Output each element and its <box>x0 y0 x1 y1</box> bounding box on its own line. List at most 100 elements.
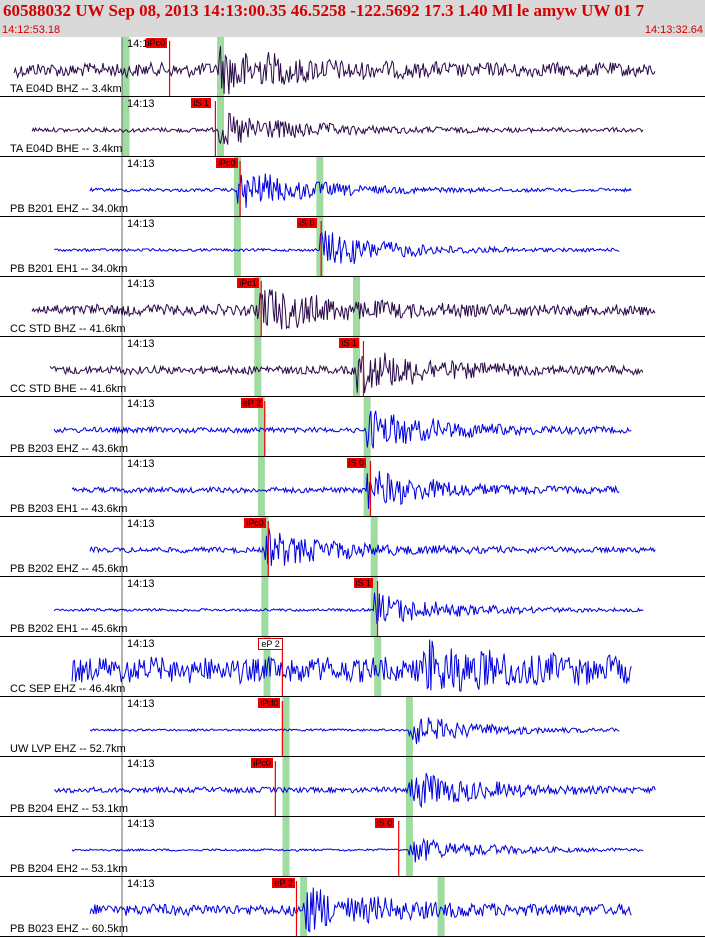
waveform-trace-0 <box>13 45 656 95</box>
waveform-trace-13 <box>71 837 644 863</box>
pick-label[interactable]: iPc0 <box>145 38 168 48</box>
panel-3[interactable] <box>0 217 705 277</box>
channel-label: CC STD BHZ -- 41.6km <box>10 323 126 335</box>
waveform-trace-9 <box>53 592 644 625</box>
event-title: 60588032 UW Sep 08, 2013 14:13:00.35 46.… <box>3 1 645 20</box>
waveform-trace-7 <box>71 471 620 509</box>
channel-label: CC STD BHE -- 41.6km <box>10 383 127 395</box>
panel-time-label: 14:13 <box>127 698 155 710</box>
waveform-trace-1 <box>31 112 644 145</box>
phase-window-6-1 <box>363 397 371 457</box>
channel-label: CC SEP EHZ -- 46.4km <box>10 683 126 695</box>
phase-window-0-0 <box>122 37 130 97</box>
panel-time-label: 14:13 <box>127 578 155 590</box>
channel-label: PB B202 EHZ -- 45.6km <box>10 563 128 575</box>
phase-window-6-0 <box>257 397 265 457</box>
panel-0[interactable] <box>0 37 705 97</box>
pick-label[interactable]: iPc1 <box>237 278 259 288</box>
pick-label[interactable]: iS 1 <box>339 338 359 348</box>
channel-label: PB B202 EH1 -- 45.6km <box>10 623 128 635</box>
panel-time-label: 14:13 <box>127 878 155 890</box>
pick-label[interactable]: iS 0 <box>374 818 395 828</box>
panel-11[interactable] <box>0 697 705 757</box>
channel-label: PB B204 EH2 -- 53.1km <box>10 863 128 875</box>
seismogram-panels[interactable]: 14:13 TA E04D BHZ -- 3.4km iPc0 14:13 TA E04… <box>0 37 705 938</box>
waveform-trace-8 <box>89 528 656 567</box>
panel-time-label: 14:13 <box>127 518 155 530</box>
panel-6[interactable] <box>0 397 705 457</box>
panel-14[interactable] <box>0 877 705 937</box>
waveform-trace-11 <box>89 717 620 745</box>
panel-10[interactable] <box>0 637 705 697</box>
channel-label: PB B201 EHZ -- 34.0km <box>10 203 128 215</box>
channel-label: UW LVP EHZ -- 52.7km <box>10 743 126 755</box>
panel-time-label: 14:13 <box>127 98 155 110</box>
panel-4[interactable] <box>0 277 705 337</box>
pick-label[interactable]: iPc0 <box>216 158 238 168</box>
event-header: 60588032 UW Sep 08, 2013 14:13:00.35 46.… <box>0 0 705 37</box>
phase-window-1-1 <box>217 97 224 157</box>
phase-window-4-0 <box>254 277 262 337</box>
panel-time-label: 14:13 <box>127 338 155 350</box>
panel-7[interactable] <box>0 457 705 517</box>
panel-12[interactable] <box>0 757 705 817</box>
phase-window-3-0 <box>233 217 241 277</box>
phase-window-9-0 <box>261 577 269 637</box>
channel-label: TA E04D BHE -- 3.4km <box>10 143 123 155</box>
phase-window-13-0 <box>282 817 290 877</box>
pick-label[interactable]: iPc0 <box>244 518 266 528</box>
phase-window-0-1 <box>217 37 224 97</box>
pick-label[interactable]: iS 1 <box>353 578 374 588</box>
panel-time-label: 14:13 <box>127 158 155 170</box>
pick-label[interactable]: iPd0 <box>258 698 281 708</box>
waveform-trace-3 <box>53 230 620 264</box>
seismogram-canvas[interactable] <box>0 37 705 938</box>
channel-label: PB B201 EH1 -- 34.0km <box>10 263 128 275</box>
channel-label: PB B204 EHZ -- 53.1km <box>10 803 128 815</box>
panel-13[interactable] <box>0 817 705 877</box>
panel-time-label: 14:13 <box>127 638 155 650</box>
phase-window-1-0 <box>122 97 130 157</box>
waveform-trace-6 <box>53 410 632 449</box>
phase-window-12-0 <box>282 757 290 817</box>
panel-time-label: 14:13 <box>127 398 155 410</box>
pick-label[interactable]: eP 2 <box>258 638 283 650</box>
panel-time-label: 14:13 <box>127 758 155 770</box>
waveform-trace-10 <box>71 639 632 692</box>
waveform-trace-2 <box>89 173 632 208</box>
phase-window-14-0 <box>300 877 308 937</box>
waveform-trace-5 <box>49 352 644 394</box>
panel-1[interactable] <box>0 97 705 157</box>
channel-label: PB B023 EHZ -- 60.5km <box>10 923 128 935</box>
panel-8[interactable] <box>0 517 705 577</box>
panel-2[interactable] <box>0 157 705 217</box>
channel-label: PB B203 EHZ -- 43.6km <box>10 443 128 455</box>
pick-label[interactable]: iPc0 <box>251 758 273 768</box>
waveform-trace-4 <box>31 289 656 330</box>
panel-5[interactable] <box>0 337 705 397</box>
phase-window-8-0 <box>261 517 269 577</box>
phase-window-11-0 <box>282 697 290 757</box>
panel-time-label: 14:13 <box>127 218 155 230</box>
pick-label[interactable]: iS 0 <box>346 458 367 468</box>
window-end-time: 14:13:32.64 <box>644 24 703 36</box>
pick-label[interactable]: iS 0 <box>297 218 317 228</box>
panel-9[interactable] <box>0 577 705 637</box>
phase-window-5-0 <box>254 337 262 397</box>
panel-time-label: 14:13 <box>127 458 155 470</box>
phase-window-9-1 <box>370 577 378 637</box>
panel-time-label: 14:13 <box>127 278 155 290</box>
phase-window-7-1 <box>363 457 371 517</box>
phase-window-11-1 <box>405 697 413 757</box>
pick-label[interactable]: iS 1 <box>191 98 211 108</box>
phase-window-7-0 <box>257 457 265 517</box>
pick-label[interactable]: eP 2 <box>240 398 264 408</box>
window-start-time: 14:12:53.18 <box>2 24 61 36</box>
phase-window-10-1 <box>374 637 382 697</box>
phase-window-8-1 <box>370 517 378 577</box>
channel-label: PB B203 EH1 -- 43.6km <box>10 503 128 515</box>
phase-window-5-1 <box>353 337 360 397</box>
phase-window-2-0 <box>233 157 241 217</box>
pick-label[interactable]: eP 2 <box>272 878 295 888</box>
waveform-trace-12 <box>53 772 656 809</box>
